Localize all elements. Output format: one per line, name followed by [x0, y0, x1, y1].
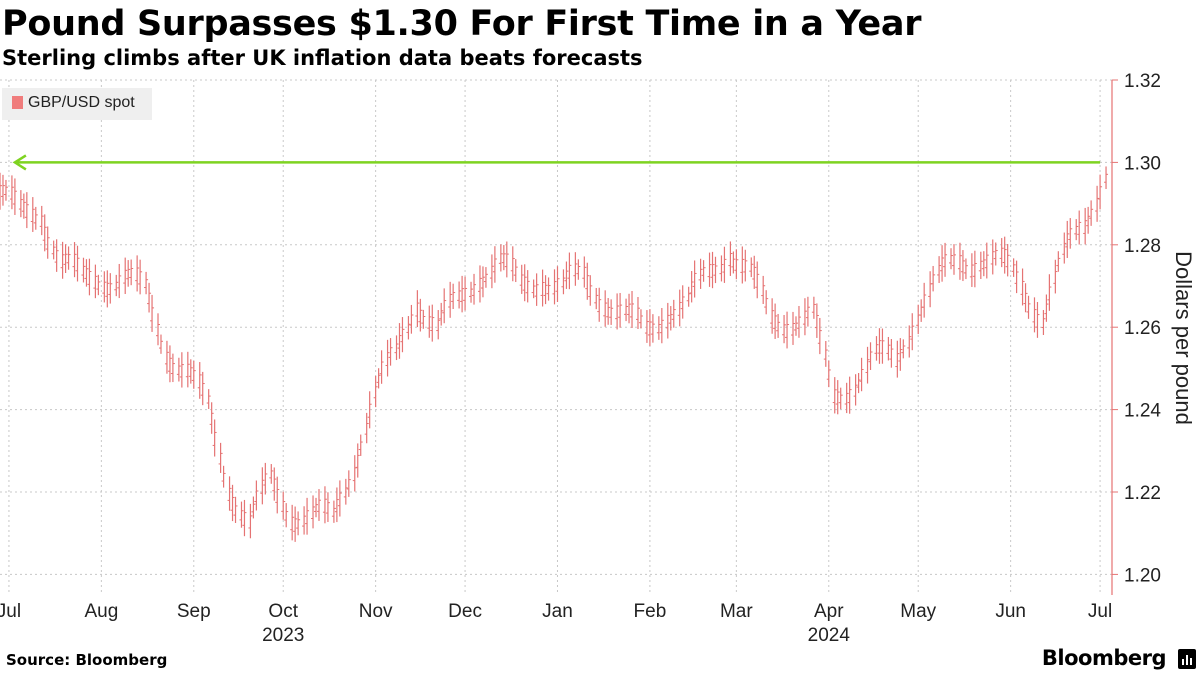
year-label: 2024 [808, 625, 851, 646]
x-tick-label: Jul [1088, 601, 1112, 622]
y-tick-label: 1.20 [1124, 565, 1161, 586]
x-tick-label: Feb [634, 601, 667, 622]
year-label: 2023 [262, 625, 304, 646]
chart-legend: GBP/USD spot [2, 88, 152, 120]
x-tick-label: Jan [542, 601, 573, 622]
y-axis-title: Dollars per pound [1171, 251, 1196, 425]
bloomberg-chart-icon [1178, 649, 1196, 669]
x-tick-label: Mar [720, 601, 753, 622]
x-tick-label: May [900, 601, 936, 622]
x-tick-label: Dec [448, 601, 482, 622]
y-tick-label: 1.22 [1124, 483, 1161, 504]
x-tick-label: Jul [0, 601, 21, 622]
x-tick-label: Oct [268, 601, 298, 622]
x-tick-label: Nov [359, 601, 393, 622]
x-tick-label: Apr [814, 601, 844, 622]
legend-label-gbp-usd: GBP/USD spot [28, 94, 135, 111]
x-tick-label: Sep [177, 601, 211, 622]
legend-swatch [12, 96, 23, 109]
y-tick-label: 1.32 [1124, 71, 1161, 92]
annotation-arrow-head [12, 154, 27, 171]
x-tick-label: Aug [84, 601, 118, 622]
x-tick-label: Jun [995, 601, 1026, 622]
y-tick-label: 1.28 [1124, 236, 1161, 257]
y-tick-label: 1.30 [1124, 153, 1161, 174]
y-tick-label: 1.24 [1124, 401, 1161, 422]
chart-subtitle: Sterling climbs after UK inflation data … [2, 46, 643, 70]
source-note: Source: Bloomberg [6, 651, 168, 669]
chart-title: Pound Surpasses $1.30 For First Time in … [2, 4, 922, 44]
bloomberg-logo: Bloomberg [1041, 646, 1167, 670]
y-tick-label: 1.26 [1124, 318, 1161, 339]
